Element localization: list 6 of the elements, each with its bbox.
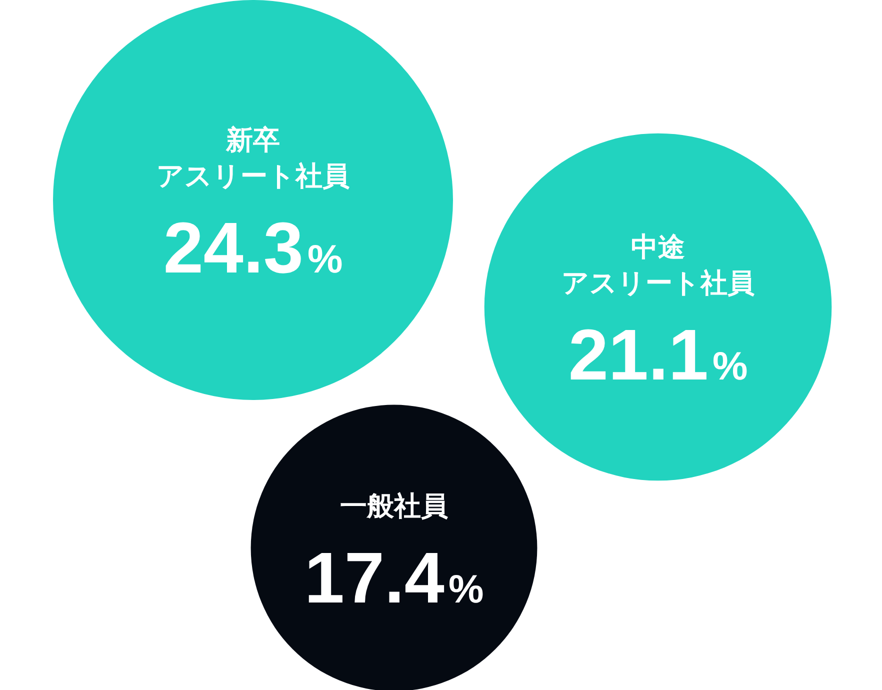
data-label: 24.3%: [163, 208, 343, 289]
category-label: 中途アスリート社員: [562, 232, 754, 298]
data-label: 17.4%: [304, 538, 484, 619]
category-label: 新卒アスリート社員: [156, 125, 350, 191]
category-label: 一般社員: [340, 491, 448, 521]
data-label: 21.1%: [568, 316, 748, 396]
